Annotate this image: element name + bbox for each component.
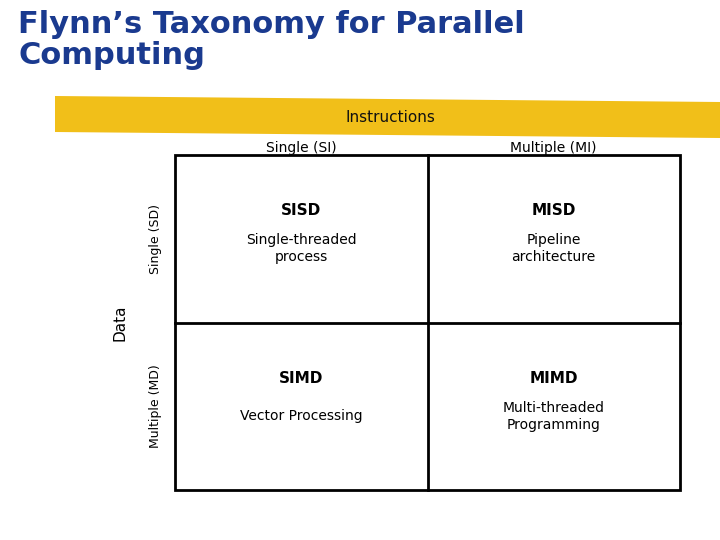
Text: Single (SI): Single (SI)	[266, 141, 336, 155]
Polygon shape	[55, 96, 720, 138]
Text: Data: Data	[112, 304, 127, 341]
Text: SISD: SISD	[281, 203, 321, 218]
Text: MISD: MISD	[531, 203, 576, 218]
Text: Pipeline
architecture: Pipeline architecture	[512, 233, 596, 265]
Text: Single (SD): Single (SD)	[148, 204, 161, 274]
Text: Instructions: Instructions	[345, 111, 435, 125]
Text: MIMD: MIMD	[529, 371, 578, 386]
Text: Multiple (MI): Multiple (MI)	[510, 141, 597, 155]
Text: SIMD: SIMD	[279, 371, 323, 386]
Text: Vector Processing: Vector Processing	[240, 409, 363, 423]
Text: Multiple (MD): Multiple (MD)	[148, 364, 161, 448]
Text: Multi-threaded
Programming: Multi-threaded Programming	[503, 401, 605, 432]
Bar	[175, 155, 680, 490]
Text: Flynn’s Taxonomy for Parallel
Computing: Flynn’s Taxonomy for Parallel Computing	[18, 10, 525, 70]
Text: Single-threaded
process: Single-threaded process	[246, 233, 356, 265]
